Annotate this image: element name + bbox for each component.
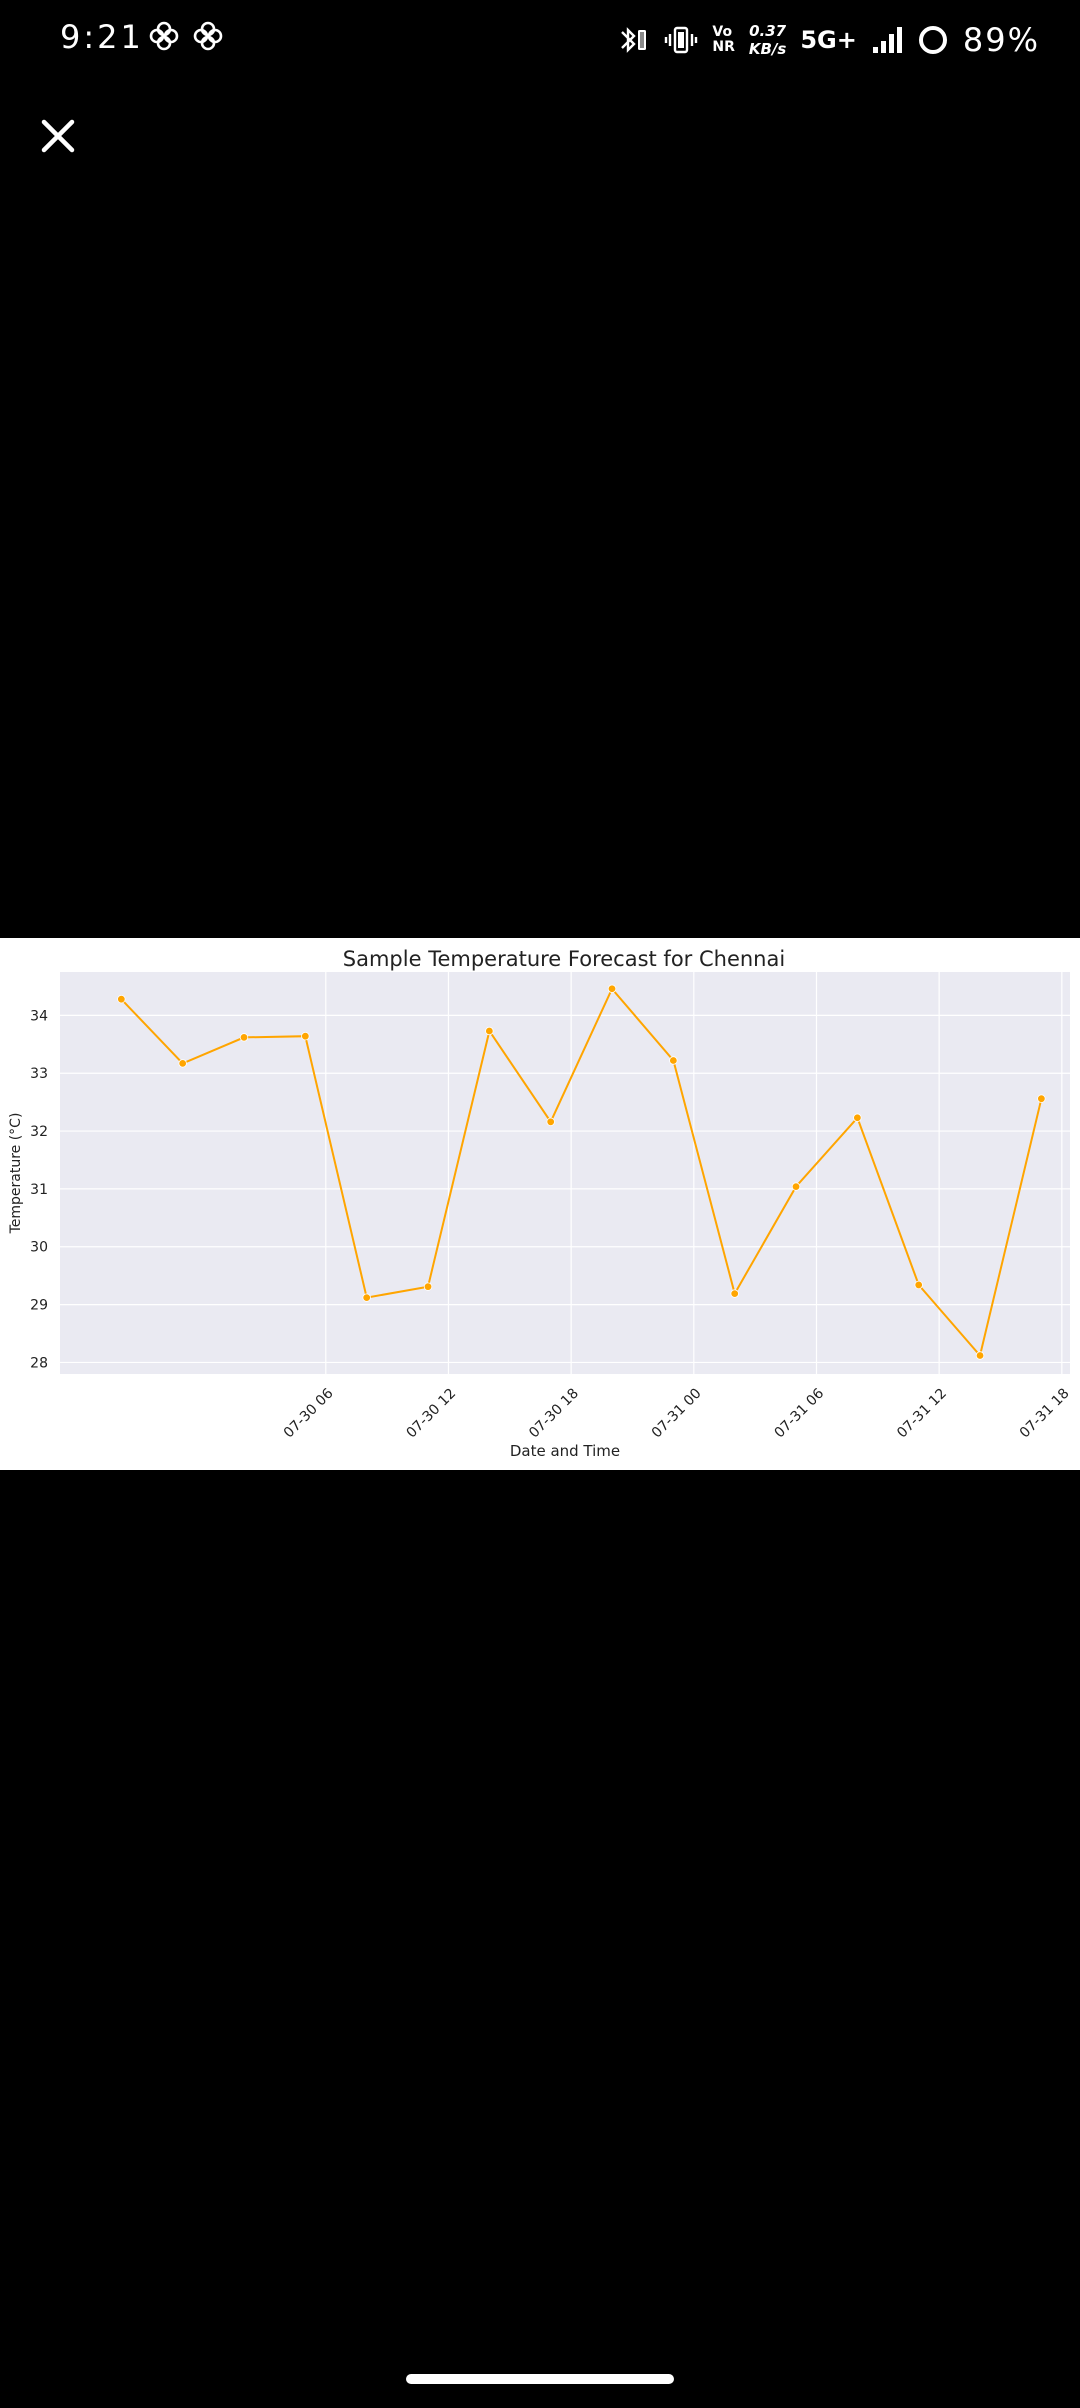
flower-notification-icon <box>193 21 223 51</box>
battery-percent: 89% <box>962 21 1040 59</box>
battery-ring-icon <box>918 26 947 54</box>
series-layer <box>117 984 1046 1360</box>
close-icon <box>41 119 75 153</box>
y-tick-label: 30 <box>30 1240 48 1256</box>
x-tick-label: 07-31 18 <box>1017 1386 1073 1442</box>
x-tick-label: 07-31 06 <box>771 1385 827 1441</box>
y-tick-label: 33 <box>30 1066 48 1082</box>
x-tick-label: 07-30 12 <box>403 1386 459 1442</box>
x-axis-label: Date and Time <box>510 1442 620 1460</box>
y-tick-label: 29 <box>30 1298 48 1314</box>
bluetooth-icon <box>621 27 647 53</box>
data-point <box>423 1282 433 1291</box>
y-tick-label: 31 <box>30 1182 48 1198</box>
signal-icon <box>872 27 902 53</box>
flower-notification-icon <box>149 21 179 51</box>
data-point <box>1037 1094 1046 1103</box>
status-bar: 9:21 Vo NR <box>0 0 1080 80</box>
data-point <box>362 1293 371 1302</box>
series-line <box>120 986 1043 1358</box>
close-button[interactable] <box>34 112 82 160</box>
data-point <box>178 1059 187 1068</box>
chart-title: Sample Temperature Forecast for Chennai <box>343 947 785 971</box>
data-point <box>914 1280 923 1290</box>
temperature-chart: Sample Temperature Forecast for Chennai … <box>8 947 1073 1460</box>
x-tick-label: 07-30 06 <box>281 1385 337 1441</box>
x-tick-label: 07-31 00 <box>649 1386 705 1442</box>
data-point <box>975 1351 985 1360</box>
data-point <box>239 1033 249 1042</box>
status-time: 9:21 <box>60 18 144 56</box>
vonr-indicator: Vo NR <box>712 24 735 55</box>
data-point <box>485 1026 494 1036</box>
network-speed: 0.37 KB/s <box>748 22 787 58</box>
data-point <box>546 1117 555 1127</box>
x-tick-label: 07-31 12 <box>894 1386 950 1442</box>
data-point <box>853 1113 862 1122</box>
network-type: 5G+ <box>800 26 857 54</box>
y-axis-label: Temperature (°C) <box>8 1113 24 1235</box>
plot-area <box>60 972 1070 1374</box>
y-tick-label: 32 <box>30 1124 48 1140</box>
chart-image-viewer: Sample Temperature Forecast for Chennai … <box>0 938 1080 1470</box>
home-indicator[interactable] <box>406 2374 674 2384</box>
x-tick-label: 07-30 18 <box>526 1386 582 1442</box>
data-point <box>117 994 126 1004</box>
vibrate-icon <box>665 26 698 54</box>
data-point <box>301 1032 310 1041</box>
data-point <box>607 984 617 993</box>
y-tick-label: 34 <box>30 1008 48 1024</box>
data-point <box>791 1182 801 1191</box>
notification-icons <box>148 20 224 52</box>
data-point <box>669 1056 678 1065</box>
status-right-icons: Vo NR 0.37 KB/s 5G+ 89% <box>616 14 1040 66</box>
y-tick-label: 28 <box>30 1355 48 1371</box>
data-point <box>730 1289 739 1298</box>
